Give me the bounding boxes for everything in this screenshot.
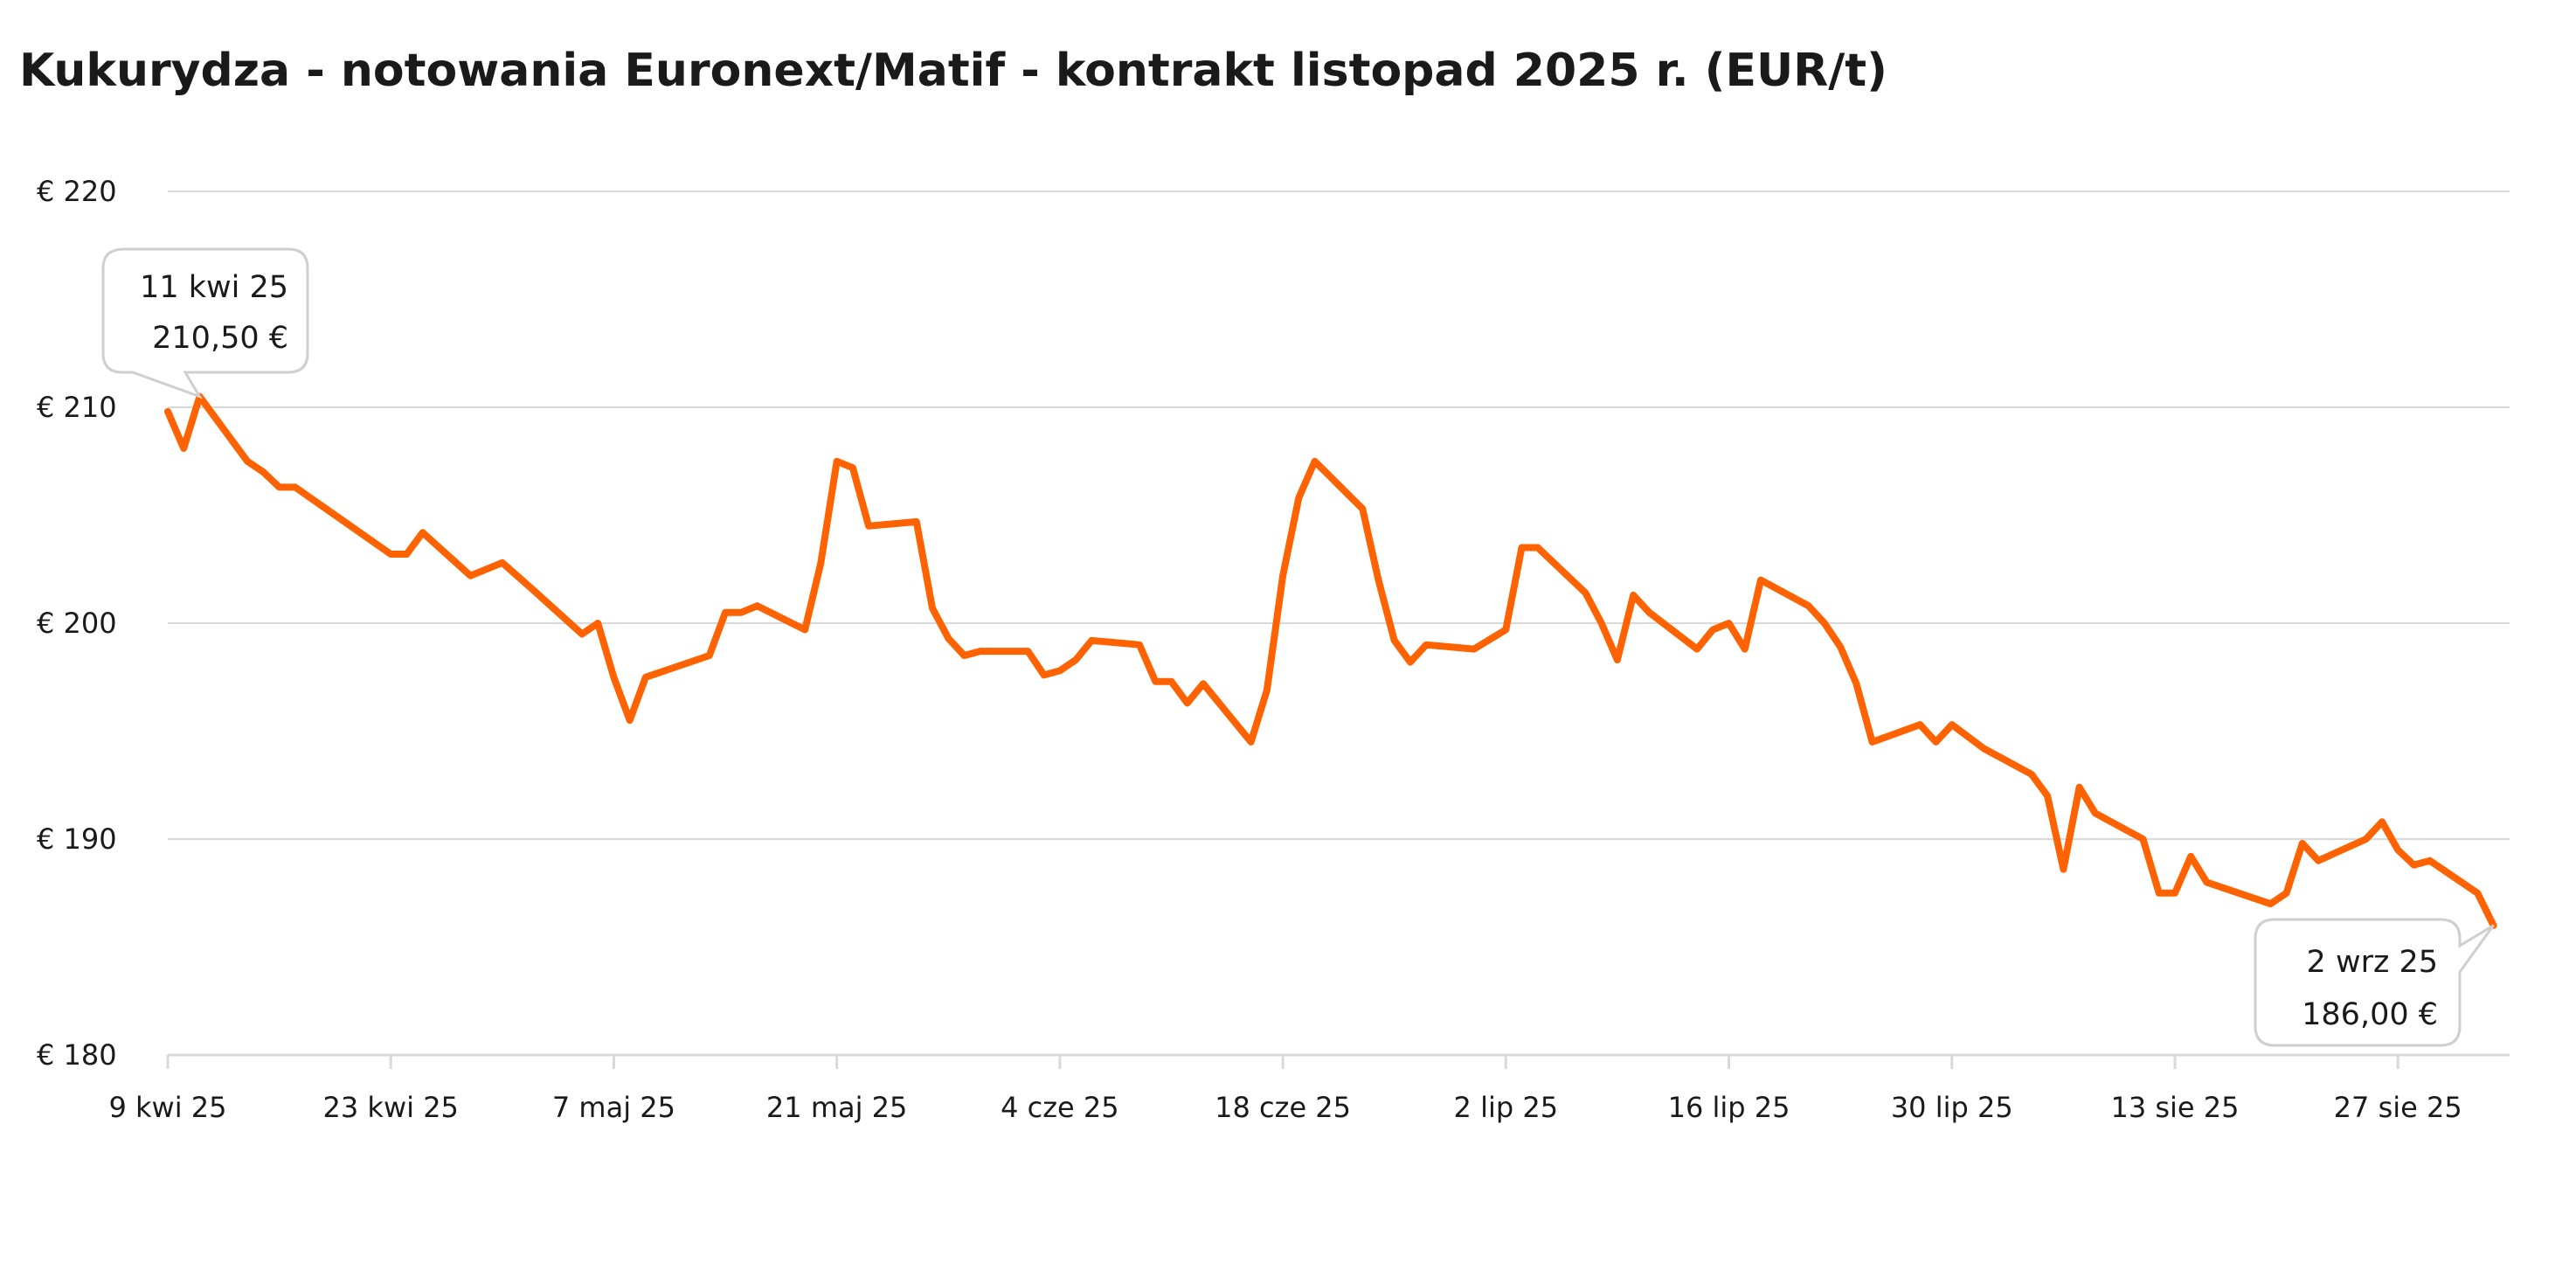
x-tick-label: 30 lip 25 [1891, 1091, 2013, 1124]
x-tick-label: 13 sie 25 [2110, 1091, 2239, 1124]
callout-last: 2 wrz 25 186,00 € [2255, 919, 2494, 1045]
callout-date: 2 wrz 25 [2307, 945, 2438, 980]
x-tick-label: 18 cze 25 [1215, 1091, 1351, 1124]
series-line [168, 397, 2494, 926]
series [168, 397, 2494, 926]
y-tick-label: € 180 [37, 1038, 117, 1072]
x-tick-label: 21 maj 25 [766, 1091, 907, 1124]
x-tick-label: 27 sie 25 [2334, 1091, 2462, 1124]
x-axis: 9 kwi 25 23 kwi 25 7 maj 25 21 maj 25 4 cze … [108, 1055, 2462, 1124]
callout-value: 186,00 € [2302, 997, 2438, 1032]
y-tick-label: € 190 [37, 822, 117, 856]
x-tick-label: 7 maj 25 [552, 1091, 675, 1124]
x-tick-label: 2 lip 25 [1454, 1091, 1559, 1124]
callout-max: 11 kwi 25 210,50 € [103, 249, 308, 397]
y-tick-label: € 200 [37, 607, 117, 640]
x-tick-label: 16 lip 25 [1668, 1091, 1790, 1124]
y-tick-label: € 210 [37, 391, 117, 424]
callout-value: 210,50 € [152, 321, 288, 356]
y-tick-label: € 220 [37, 175, 117, 208]
x-tick-label: 23 kwi 25 [323, 1091, 459, 1124]
gridlines [168, 191, 2510, 1055]
x-tick-label: 4 cze 25 [1001, 1091, 1119, 1124]
x-tick-label: 9 kwi 25 [108, 1091, 226, 1124]
chart-title: Kukurydza - notowania Euronext/Matif - k… [19, 45, 1887, 97]
callout-date: 11 kwi 25 [140, 270, 288, 305]
